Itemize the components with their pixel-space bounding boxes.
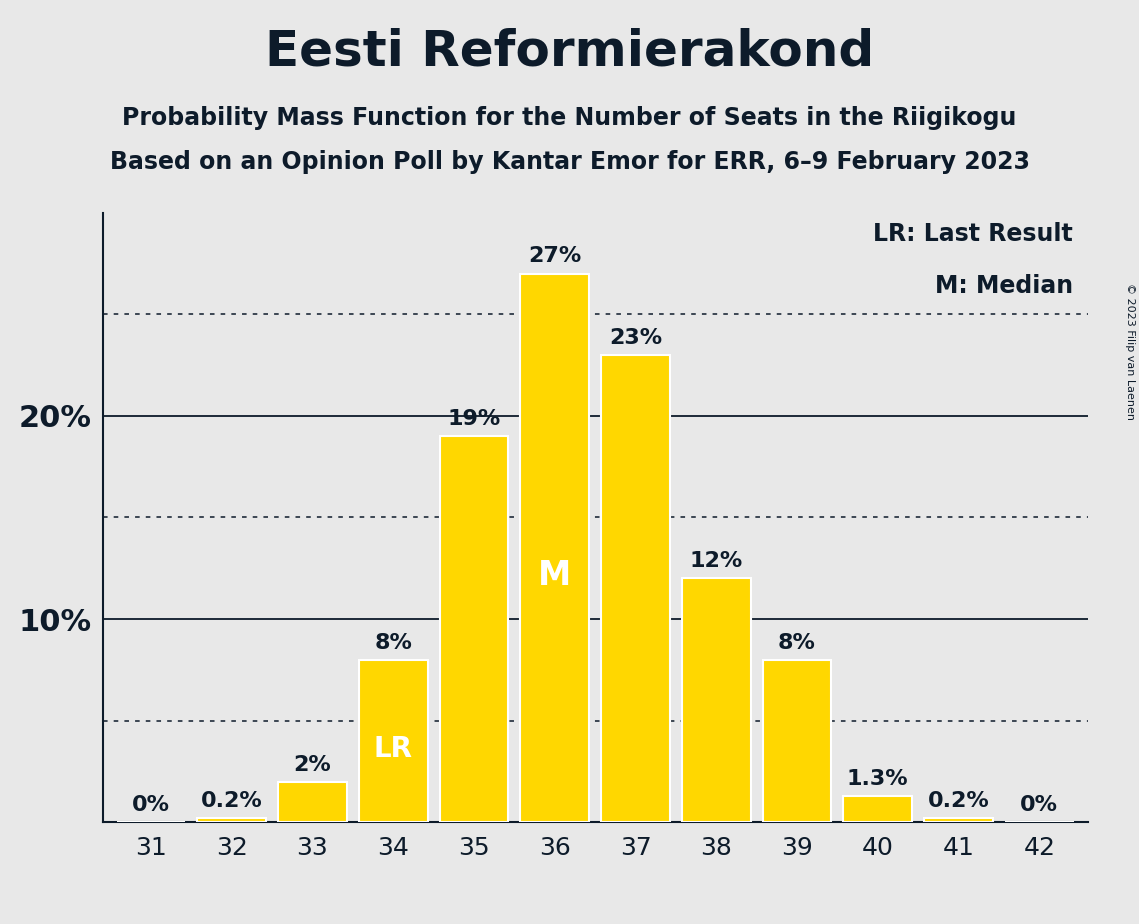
Bar xyxy=(278,782,346,822)
Text: Based on an Opinion Poll by Kantar Emor for ERR, 6–9 February 2023: Based on an Opinion Poll by Kantar Emor … xyxy=(109,150,1030,174)
Text: 0%: 0% xyxy=(132,796,170,815)
Text: LR: LR xyxy=(374,736,412,763)
Text: LR: Last Result: LR: Last Result xyxy=(874,222,1073,246)
Text: 1.3%: 1.3% xyxy=(847,769,909,789)
Bar xyxy=(521,274,589,822)
Text: Eesti Reformierakond: Eesti Reformierakond xyxy=(265,28,874,76)
Text: M: M xyxy=(538,559,572,592)
Bar xyxy=(359,660,427,822)
Text: 12%: 12% xyxy=(689,552,743,571)
Text: 23%: 23% xyxy=(609,328,662,347)
Text: 0%: 0% xyxy=(1021,796,1058,815)
Text: 2%: 2% xyxy=(294,755,331,774)
Bar xyxy=(844,796,912,822)
Text: M: Median: M: Median xyxy=(935,274,1073,298)
Text: 19%: 19% xyxy=(448,409,501,429)
Text: 8%: 8% xyxy=(778,633,816,652)
Text: 0.2%: 0.2% xyxy=(927,791,990,811)
Bar xyxy=(601,355,670,822)
Bar xyxy=(440,436,508,822)
Bar xyxy=(924,819,993,822)
Text: © 2023 Filip van Laenen: © 2023 Filip van Laenen xyxy=(1125,283,1134,419)
Text: 0.2%: 0.2% xyxy=(200,791,263,811)
Bar xyxy=(197,819,267,822)
Text: Probability Mass Function for the Number of Seats in the Riigikogu: Probability Mass Function for the Number… xyxy=(122,106,1017,130)
Bar xyxy=(682,578,751,822)
Text: 8%: 8% xyxy=(375,633,412,652)
Bar xyxy=(763,660,831,822)
Text: 27%: 27% xyxy=(528,247,581,266)
